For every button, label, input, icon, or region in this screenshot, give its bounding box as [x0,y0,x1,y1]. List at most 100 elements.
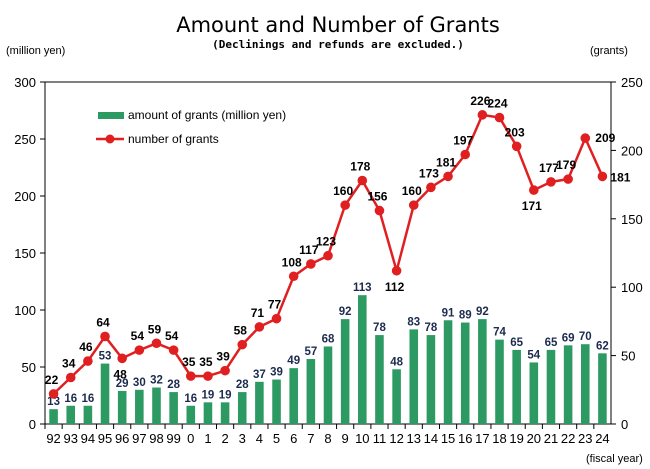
line-point [151,338,162,349]
bar [323,346,333,424]
bar [358,295,367,424]
line-value-label: 77 [268,298,282,312]
line-point [323,250,333,261]
x-tick-label: 94 [81,431,95,446]
line-value-label: 173 [419,166,439,180]
bar [495,339,504,424]
x-tick-label: 9 [342,431,349,446]
x-tick-label: 21 [544,431,558,446]
bar [529,362,539,424]
bar-value-label: 28 [236,379,249,391]
bar-value-label: 29 [116,378,129,390]
bar-value-label: 13 [47,396,60,408]
line-point [511,141,522,152]
line-value-label: 64 [96,315,110,329]
line-point [203,371,213,381]
bar [306,359,316,424]
bar-value-label: 113 [353,282,372,294]
legend-swatch-bar [98,112,124,119]
x-tick-label: 1 [204,431,211,446]
line-point [443,171,453,182]
legend-label-line: number of grants [128,132,219,146]
line-point [426,182,436,193]
bar-value-label: 54 [527,349,540,361]
x-tick-label: 6 [290,431,297,446]
line-value-label: 71 [251,306,265,320]
bar [563,345,573,424]
line-point [83,356,93,366]
chart-title: Amount and Number of Grants [176,13,500,37]
bar-value-label: 39 [270,367,283,379]
left-tick-label: 0 [29,417,36,432]
line-value-label: 59 [148,322,162,336]
line-value-label: 58 [234,324,248,338]
bar [203,402,213,424]
bar [117,390,127,424]
x-tick-label: 0 [187,431,194,446]
x-tick-label: 3 [239,431,246,446]
line-point [563,174,573,184]
line-point [185,371,196,381]
line-point [597,171,608,182]
right-tick-label: 150 [621,212,643,227]
x-tick-label: 98 [149,431,163,446]
bar [426,335,436,424]
line-value-label: 160 [333,184,353,198]
bar-value-label: 92 [476,306,489,318]
x-tick-label: 93 [63,431,77,446]
bar [598,353,607,424]
line-point [288,271,299,282]
line-point [220,365,230,376]
line-series [48,110,608,399]
bar-value-label: 83 [407,316,420,328]
line-value-label: 22 [45,373,59,387]
right-tick-label: 250 [621,75,643,90]
line-point [134,345,145,355]
line-value-label: 224 [487,97,507,111]
line-point [117,353,127,364]
line-value-label: 181 [436,155,456,169]
bar-value-label: 19 [219,389,232,401]
x-tick-label: 95 [98,431,112,446]
bar-value-label: 69 [562,332,575,344]
bar-value-label: 28 [167,379,180,391]
x-tick-label: 10 [355,431,369,446]
x-tick-label: 5 [273,431,280,446]
x-tick-label: 18 [492,431,506,446]
line-value-label: 39 [216,350,230,364]
bar [152,387,161,424]
line-point [271,313,282,324]
line-point [580,133,591,143]
line-point [546,177,556,187]
left-tick-label: 50 [22,360,36,375]
line-value-label: 34 [62,356,76,370]
bar [546,349,556,424]
line-value-label: 112 [385,280,405,294]
right-tick-label: 50 [621,349,635,364]
line-point [391,265,402,276]
legend-swatch-marker [105,134,115,144]
bar [83,405,93,424]
x-tick-label: 24 [595,431,609,446]
bar-value-label: 16 [64,393,77,405]
line-point [237,339,248,350]
line-value-label: 54 [131,329,145,343]
bar [340,319,350,424]
x-tick-label: 7 [307,431,314,446]
x-tick-label: 14 [424,431,438,446]
line-point [168,345,179,355]
x-tick-label: 92 [46,431,60,446]
line-value-label: 203 [505,125,525,139]
bar-value-label: 16 [81,393,94,405]
bar [186,405,196,424]
bar-value-label: 70 [579,331,592,343]
bar [220,402,230,424]
bar [375,335,384,424]
bar-value-label: 49 [287,355,300,367]
bar [289,368,298,424]
x-tick-label: 2 [221,431,228,446]
x-tick-label: 20 [527,431,541,446]
bar-value-label: 30 [133,377,146,389]
